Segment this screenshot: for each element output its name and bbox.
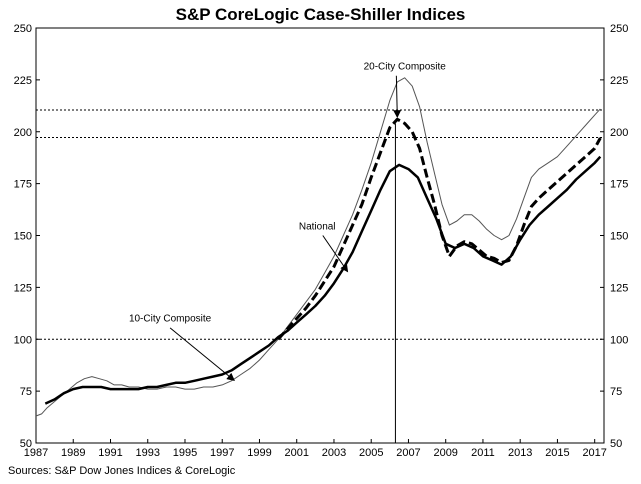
x-tick-label: 1995 [173, 447, 197, 459]
series-layer [35, 77, 602, 417]
source-note: Sources: S&P Dow Jones Indices & CoreLog… [8, 465, 236, 477]
x-tick-label: 1997 [210, 447, 234, 459]
y-axis-left: 50 75 100 125 150 175 200 225 250 [14, 23, 40, 450]
annotation-national-arrow [322, 235, 349, 273]
y-tick-label-right: 150 [610, 231, 628, 243]
x-tick-label: 2017 [582, 447, 606, 459]
annotation-20-city-arrow [393, 75, 402, 119]
annotation-10-city-arrow [169, 327, 235, 381]
x-tick-label: 1991 [98, 447, 122, 459]
y-tick-label-left: 250 [14, 23, 32, 35]
series-line-national [44, 155, 602, 405]
y-axis-right: 50 75 100 125 150 175 200 225 250 [600, 23, 628, 450]
x-tick-label: 2015 [545, 447, 569, 459]
x-tick-label: 2007 [396, 447, 420, 459]
y-tick-label-left: 225 [14, 75, 32, 87]
y-tick-label-right: 125 [610, 282, 628, 294]
x-tick-label: 2013 [508, 447, 532, 459]
x-tick-label: 2003 [322, 447, 346, 459]
y-tick-label-left: 125 [14, 282, 32, 294]
y-tick-label-left: 100 [14, 334, 32, 346]
y-tick-label-right: 75 [610, 386, 622, 398]
x-axis: 1987 1989 1991 1993 1995 1997 1999 2001 2003 2005… [24, 439, 607, 459]
x-tick-label: 2001 [284, 447, 308, 459]
series-line-10-city-composite [35, 77, 601, 417]
annotation-20-city: 20-City Composite [364, 62, 447, 73]
y-tick-label-left: 200 [14, 127, 32, 139]
y-tick-label-right: 250 [610, 23, 628, 35]
x-tick-label: 1989 [61, 447, 85, 459]
y-tick-label-left: 150 [14, 231, 32, 243]
reference-lines [36, 109, 604, 340]
annotations: 20-City Composite National 10-City Composi… [129, 62, 447, 381]
annotation-national: National [299, 221, 336, 232]
x-tick-label: 2009 [433, 447, 457, 459]
y-tick-label-right: 200 [610, 127, 628, 139]
y-tick-label-left: 50 [20, 438, 32, 450]
y-tick-label-left: 175 [14, 179, 32, 191]
series-line-20-city-composite [276, 117, 602, 341]
chart-title: S&P CoreLogic Case-Shiller Indices [175, 5, 466, 24]
y-tick-label-right: 50 [610, 438, 622, 450]
x-tick-label: 2011 [471, 447, 495, 459]
x-tick-label: 1993 [135, 447, 159, 459]
annotation-10-city: 10-City Composite [129, 314, 212, 325]
y-tick-label-left: 75 [20, 386, 32, 398]
y-tick-label-right: 225 [610, 75, 628, 87]
x-tick-label: 1987 [24, 447, 48, 459]
y-tick-label-right: 100 [610, 334, 628, 346]
x-tick-label: 2005 [359, 447, 383, 459]
y-tick-label-right: 175 [610, 179, 628, 191]
x-tick-label: 1999 [247, 447, 271, 459]
